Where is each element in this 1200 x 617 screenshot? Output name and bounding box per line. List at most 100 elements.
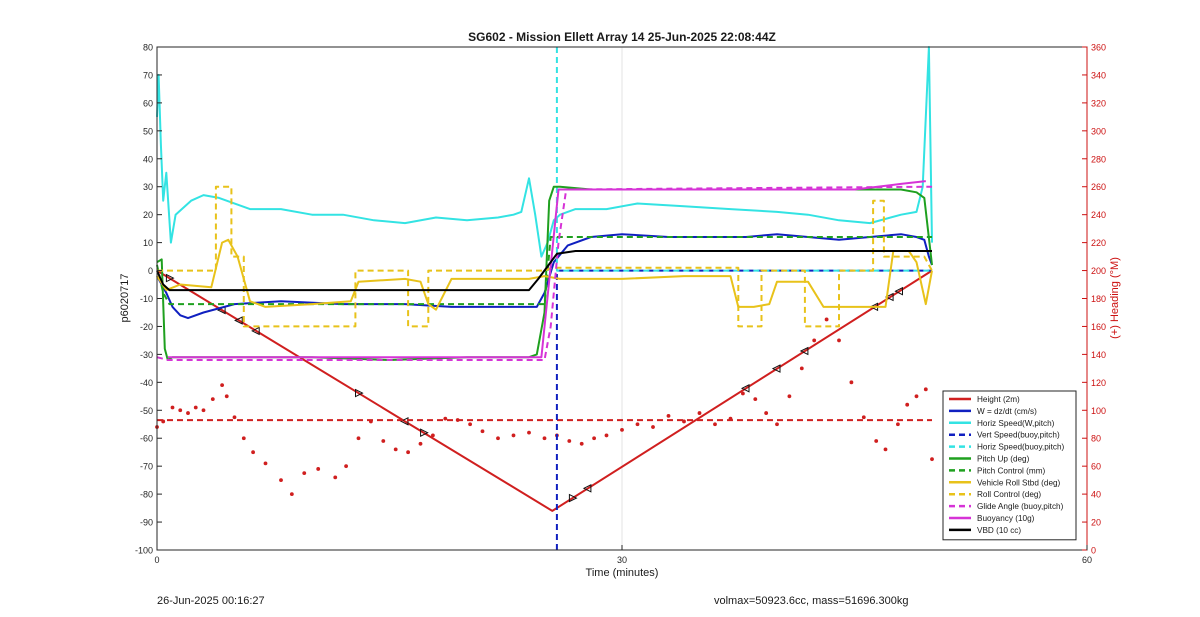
- heading-data-point: [193, 405, 198, 410]
- heading-data-point: [787, 394, 792, 399]
- axes: -100-90-80-70-60-50-40-30-20-10010203040…: [135, 43, 1106, 566]
- y2-tick-label: 100: [1091, 406, 1106, 416]
- heading-data-point: [567, 439, 572, 443]
- series-horiz-speed-buoy-pitch: [555, 47, 932, 272]
- y-tick-label: -100: [135, 546, 153, 556]
- heading-data-point: [604, 433, 609, 438]
- heading-data-point: [333, 475, 338, 480]
- heading-data-point: [914, 394, 919, 399]
- y-axis-label: p6020717: [119, 274, 131, 323]
- heading-data-point: [443, 416, 448, 421]
- heading-data-point: [849, 380, 854, 385]
- y2-tick-label: 340: [1091, 70, 1106, 80]
- y-tick-label: 80: [143, 43, 153, 53]
- heading-data-point: [263, 461, 268, 466]
- heading-data-point: [220, 383, 225, 388]
- height-direction-marker: [234, 316, 243, 325]
- heading-data-point: [170, 405, 175, 410]
- legend-label-w-dz-dt-cm-s: W = dz/dt (cm/s): [977, 407, 1037, 416]
- legend-label-vert-speed-buoy-pitch: Vert Speed(buoy,pitch): [977, 431, 1060, 440]
- heading-data-point: [874, 439, 879, 443]
- heading-data-point: [279, 478, 283, 483]
- y-tick-label: 50: [143, 126, 153, 136]
- heading-data-point: [764, 411, 769, 415]
- legend: Height (2m) W = dz/dt (cm/s) Horiz Speed(W…: [942, 390, 1077, 541]
- height-direction-marker: [251, 326, 260, 336]
- height-direction-marker: [582, 483, 592, 493]
- heading-data-point: [883, 447, 888, 452]
- heading-data-point: [799, 366, 804, 371]
- series-horiz-speed-w-pitch: [156, 46, 933, 258]
- y-tick-label: 10: [143, 238, 153, 248]
- heading-data-point: [620, 427, 624, 432]
- heading-data-point: [837, 338, 841, 343]
- heading-data-point: [741, 391, 745, 396]
- footer-mass-info: volmax=50923.6cc, mass=51696.300kg: [714, 595, 909, 607]
- series-glide-angle-buoy-pitch: [156, 185, 933, 361]
- legend-label-buoyancy-10g: Buoyancy (10g): [977, 514, 1035, 523]
- heading-data-point: [923, 387, 928, 392]
- y2-tick-label: 220: [1091, 238, 1106, 248]
- heading-data-point: [592, 436, 596, 441]
- y-tick-label: 20: [143, 210, 153, 220]
- heading-data-point: [480, 429, 485, 434]
- heading-data-point: [418, 441, 423, 446]
- y-tick-label: -70: [140, 462, 153, 472]
- y-tick-label: -50: [140, 406, 153, 416]
- heading-data-point: [468, 422, 472, 427]
- y2-axis-label: (+) Heading (°M): [1109, 257, 1121, 339]
- y2-tick-label: 160: [1091, 322, 1106, 332]
- y2-tick-label: 60: [1091, 462, 1101, 472]
- series-roll-control-deg: [157, 185, 933, 328]
- heading-data-point: [289, 492, 294, 497]
- heading-data-point: [682, 419, 686, 424]
- heading-data-point: [824, 317, 829, 322]
- y2-tick-label: 320: [1091, 98, 1106, 108]
- heading-data-point: [241, 436, 246, 441]
- heading-data-point: [542, 436, 547, 441]
- height-direction-marker: [894, 286, 903, 296]
- heading-data-point: [905, 402, 910, 407]
- x-axis-label: Time (minutes): [586, 567, 659, 579]
- legend-label-pitch-up-deg: Pitch Up (deg): [977, 455, 1030, 464]
- heading-data-point: [201, 408, 206, 413]
- heading-data-point: [178, 408, 183, 413]
- legend-label-pitch-control-mm: Pitch Control (mm): [977, 466, 1046, 475]
- y-tick-label: -90: [140, 518, 153, 528]
- heading-data-point: [224, 394, 229, 399]
- heading-data-point: [511, 433, 516, 438]
- height-direction-marker: [799, 346, 809, 356]
- x-tick-label: 60: [1082, 555, 1092, 565]
- y2-tick-label: 80: [1091, 434, 1101, 444]
- series-vehicle-roll-stbd-deg: [156, 238, 933, 311]
- chart-title: SG602 - Mission Ellett Array 14 25-Jun-2…: [468, 30, 776, 44]
- series-buoyancy-10g: [167, 180, 926, 359]
- height-direction-marker: [165, 273, 175, 283]
- y2-tick-label: 40: [1091, 490, 1101, 500]
- heading-data-point: [930, 457, 934, 462]
- series-pitch-control-mm: [156, 236, 932, 306]
- legend-label-vehicle-roll-stbd-deg: Vehicle Roll Stbd (deg): [977, 478, 1061, 487]
- heading-data-point: [496, 436, 500, 441]
- y2-tick-label: 180: [1091, 294, 1106, 304]
- heading-data-point: [210, 397, 215, 401]
- series-height-2m: [156, 269, 933, 512]
- heading-data-point: [406, 450, 410, 455]
- y2-tick-label: 300: [1091, 126, 1106, 136]
- y-tick-label: -10: [140, 294, 153, 304]
- footer-date: 26-Jun-2025 00:16:27: [157, 595, 265, 607]
- legend-label-vbd-10-cc: VBD (10 cc): [977, 526, 1021, 535]
- height-direction-marker: [771, 364, 781, 373]
- y-tick-label: -60: [140, 434, 153, 444]
- heading-data-point: [775, 422, 779, 427]
- x-tick-label: 0: [154, 555, 159, 565]
- y-tick-label: -40: [140, 378, 153, 388]
- series-layer: [155, 46, 934, 550]
- y2-tick-label: 140: [1091, 350, 1106, 360]
- heading-data-point: [896, 422, 900, 427]
- heading-data-point: [635, 422, 640, 427]
- heading-data-point: [861, 415, 866, 420]
- heading-data-point: [356, 436, 361, 441]
- heading-data-point: [753, 397, 758, 401]
- height-direction-marker: [420, 428, 429, 438]
